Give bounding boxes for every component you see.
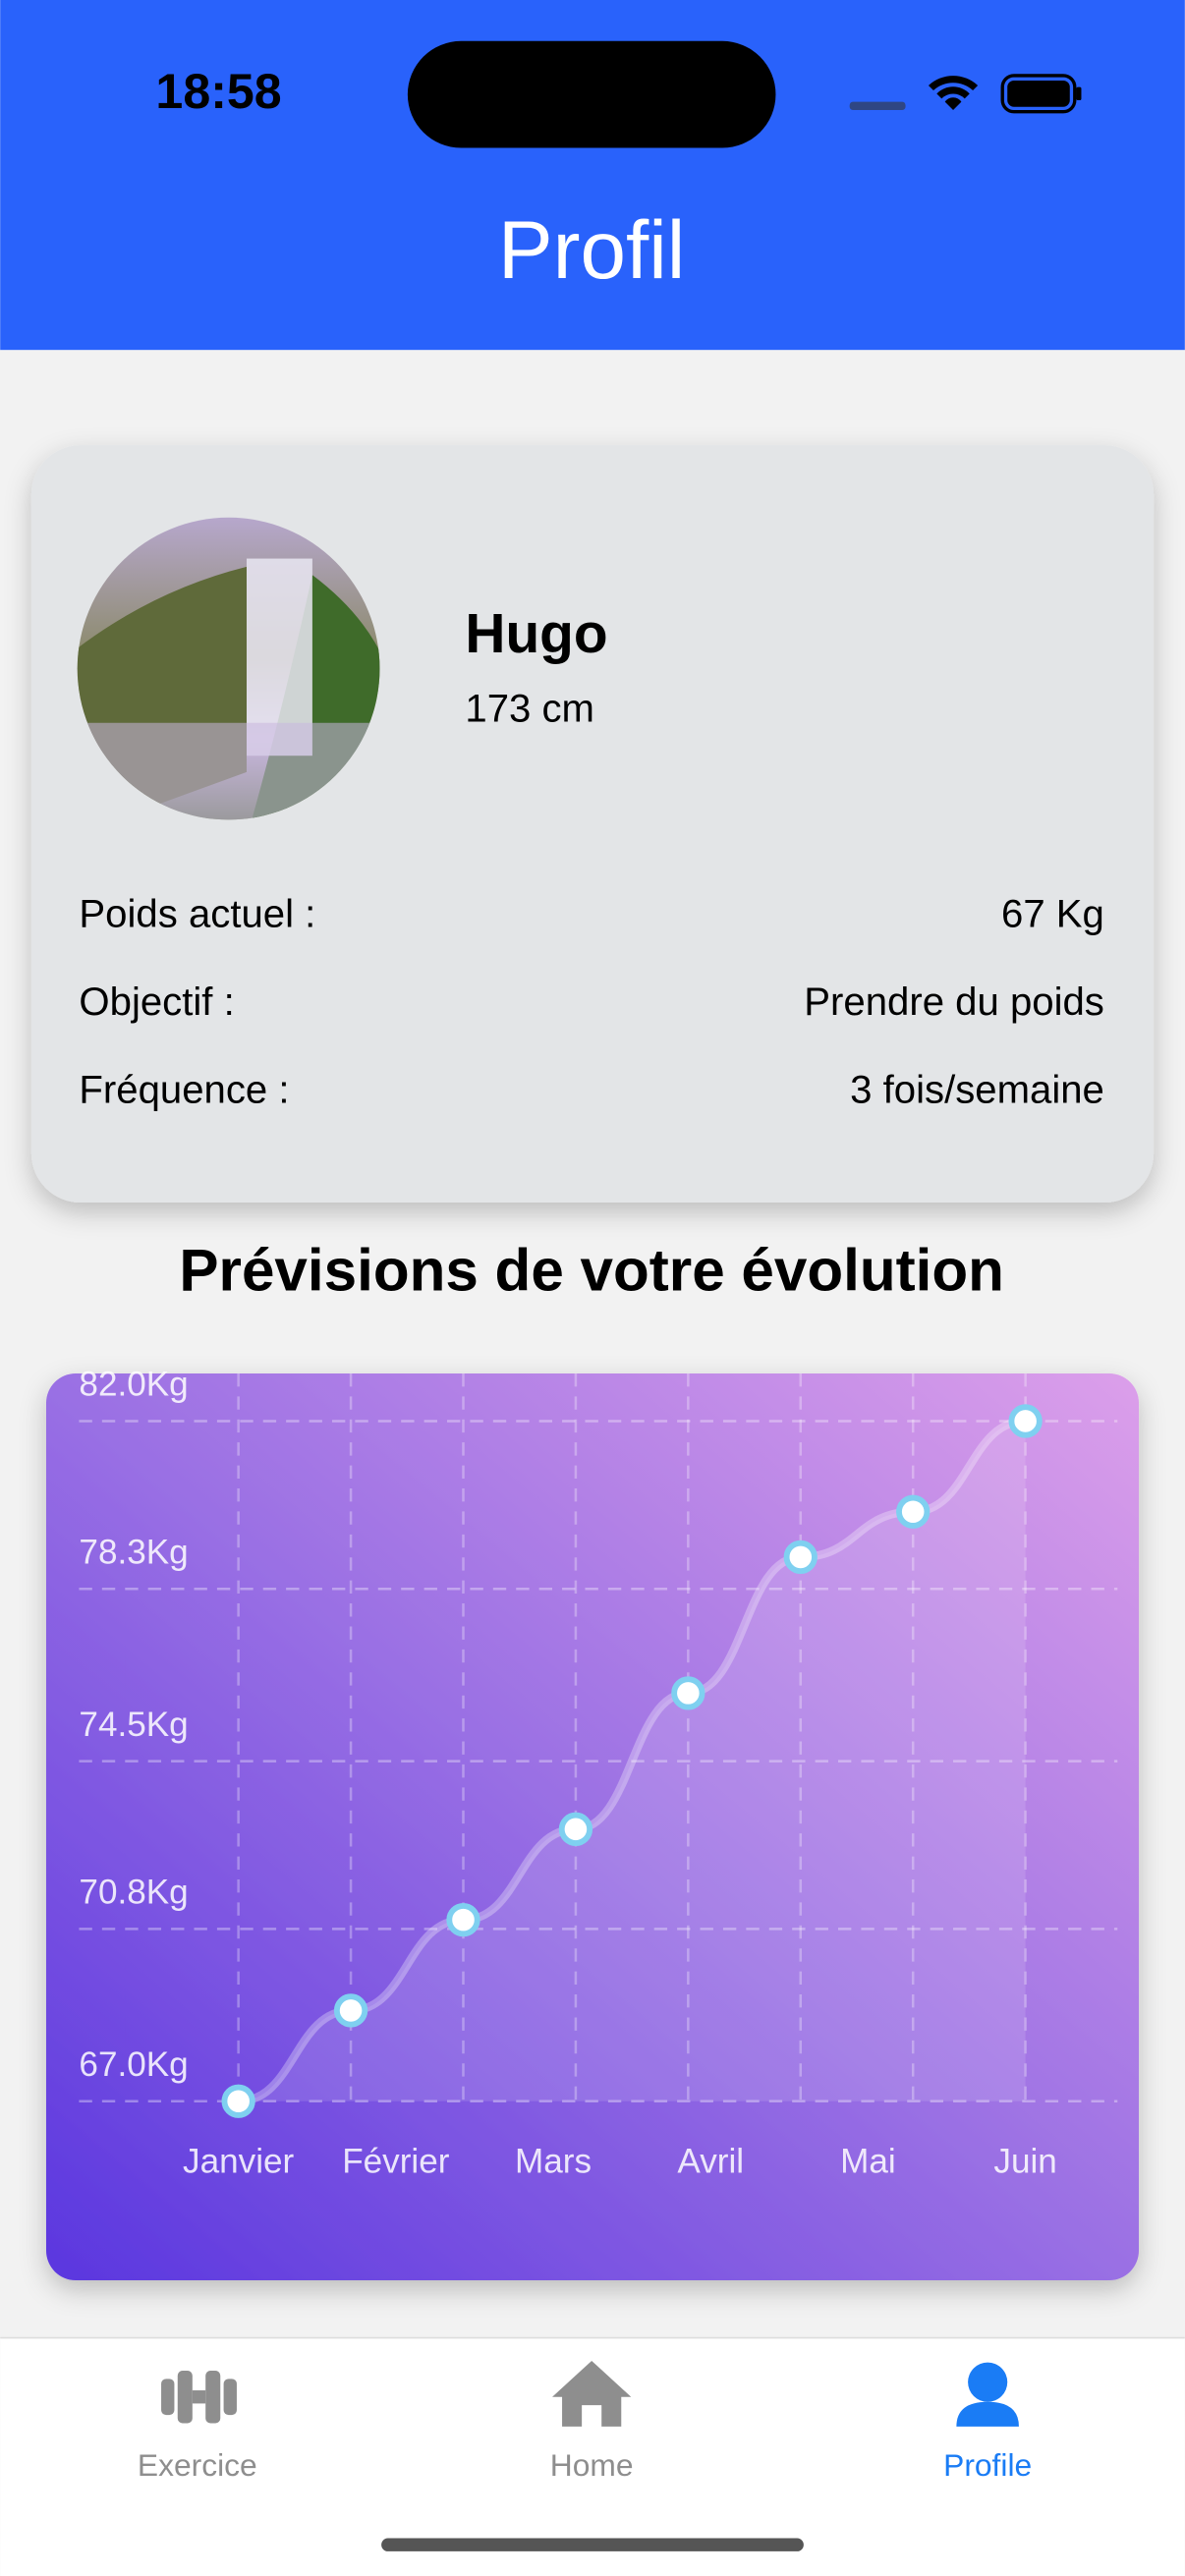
data-point <box>896 1494 931 1529</box>
data-point <box>1008 1404 1043 1438</box>
icon-home <box>552 2360 632 2427</box>
profile-name: Hugo <box>465 603 607 665</box>
icon-profile <box>956 2362 1019 2427</box>
tab-label[interactable]: Profile <box>943 2447 1032 2483</box>
x-tick-label: Avril <box>677 2143 744 2181</box>
x-tick-label: Juin <box>993 2143 1056 2181</box>
y-tick-label: 67.0Kg <box>79 2045 188 2084</box>
data-point <box>671 1676 705 1710</box>
header-title: Profil <box>498 203 685 296</box>
home-indicator <box>381 2538 804 2551</box>
y-tick-label: 70.8Kg <box>79 1874 188 1912</box>
avatar <box>77 517 380 820</box>
data-point <box>558 1812 593 1846</box>
row-label: Fréquence : <box>79 1068 289 1112</box>
profile-height: 173 cm <box>465 687 594 731</box>
tab-label[interactable]: Home <box>550 2447 634 2483</box>
row-value: 67 Kg <box>1001 892 1104 936</box>
x-tick-label: Mars <box>515 2143 592 2181</box>
y-tick-label: 78.3Kg <box>79 1533 188 1571</box>
dynamic-island <box>407 40 776 148</box>
y-tick-label: 82.0Kg <box>79 1366 188 1404</box>
row-value: Prendre du poids <box>804 980 1104 1024</box>
row-label: Objectif : <box>79 980 234 1024</box>
line <box>238 1417 1026 2105</box>
x-tick-label: Mai <box>840 2143 896 2181</box>
status-icons <box>849 74 1082 114</box>
row-label: Poids actuel : <box>79 892 315 936</box>
x-tick-label: Janvier <box>183 2143 294 2181</box>
x-tick-label: Février <box>342 2143 450 2181</box>
status-time: 18:58 <box>155 64 281 119</box>
line-area <box>238 1421 1026 2101</box>
chart-card <box>45 1372 1140 2281</box>
chart-title: Prévisions de votre évolution <box>179 1238 1004 1304</box>
data-point <box>446 1902 480 1937</box>
data-point <box>783 1540 818 1575</box>
row-value: 3 fois/semaine <box>850 1068 1104 1112</box>
y-tick-label: 74.5Kg <box>79 1706 188 1744</box>
icon-exercise <box>161 2370 237 2424</box>
data-point <box>221 2084 255 2118</box>
tab-label[interactable]: Exercice <box>138 2447 257 2483</box>
data-point <box>333 1993 368 2028</box>
